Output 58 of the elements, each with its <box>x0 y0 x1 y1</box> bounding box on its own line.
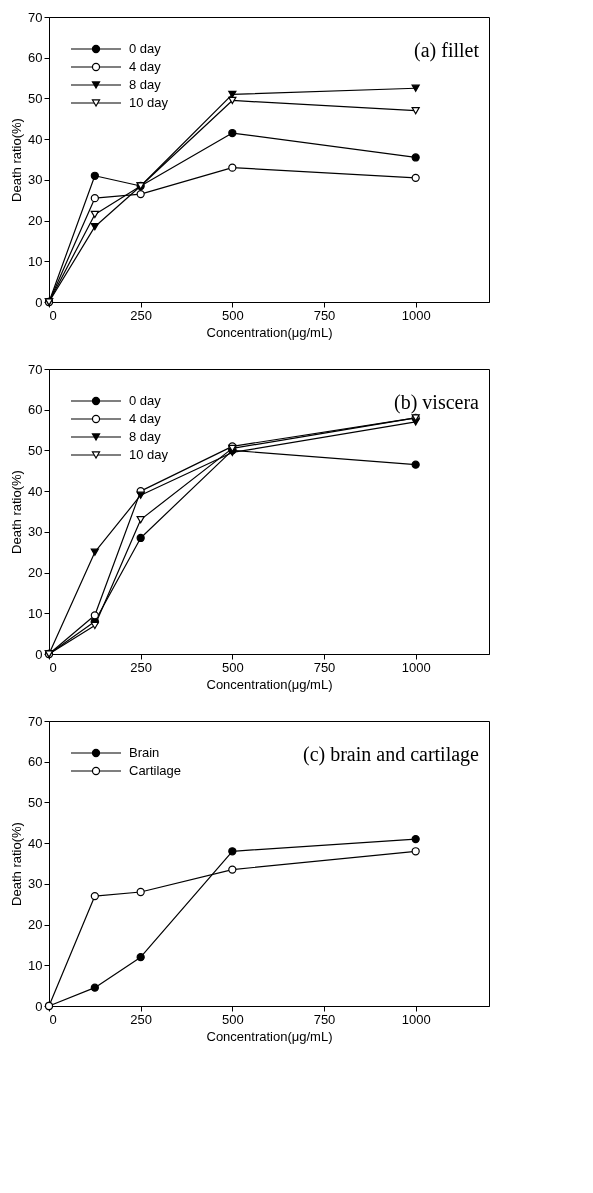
y-tick-label: 20 <box>28 213 43 229</box>
annotation: (c) brain and cartilage <box>302 743 480 766</box>
y-tick-label: 0 <box>35 294 43 310</box>
legend-label: 8 day <box>129 77 162 92</box>
y-tick-label: 10 <box>28 253 43 269</box>
y-tick-label: 70 <box>28 9 43 25</box>
y-axis-title: Death ratio(%) <box>9 822 25 906</box>
legend-label: 10 day <box>129 95 169 110</box>
y-tick-label: 10 <box>28 605 43 621</box>
legend-label: 10 day <box>129 447 169 462</box>
legend-label: 0 day <box>129 393 162 408</box>
x-tick-label: 0 <box>49 1011 57 1027</box>
y-tick-label: 60 <box>28 50 43 66</box>
y-tick-label: 0 <box>35 646 43 662</box>
x-tick-label: 500 <box>221 307 244 323</box>
y-tick-label: 70 <box>28 361 43 377</box>
x-tick-label: 0 <box>49 307 57 323</box>
y-tick-label: 0 <box>35 998 43 1014</box>
x-tick-label: 500 <box>221 659 244 675</box>
x-tick-label: 0 <box>49 659 57 675</box>
legend-label: 0 day <box>129 41 162 56</box>
x-axis-title: Concentration(μg/mL) <box>206 1028 333 1044</box>
y-tick-label: 50 <box>28 442 43 458</box>
legend-label: 8 day <box>129 429 162 444</box>
y-tick-label: 40 <box>28 131 43 147</box>
annotation: (a) fillet <box>414 39 480 62</box>
x-tick-label: 250 <box>130 659 153 675</box>
x-axis-title: Concentration(μg/mL) <box>206 676 333 692</box>
y-tick-label: 30 <box>28 172 43 188</box>
y-tick-label: 50 <box>28 90 43 106</box>
y-tick-label: 40 <box>28 483 43 499</box>
legend-label: 4 day <box>129 59 162 74</box>
y-tick-label: 30 <box>28 876 43 892</box>
y-axis-title: Death ratio(%) <box>9 118 25 202</box>
x-tick-label: 750 <box>313 659 336 675</box>
x-tick-label: 750 <box>313 307 336 323</box>
x-tick-label: 750 <box>313 1011 336 1027</box>
y-tick-label: 20 <box>28 565 43 581</box>
legend-label: Cartilage <box>129 763 182 778</box>
annotation: (b) viscera <box>394 391 480 414</box>
x-tick-label: 1000 <box>401 659 431 675</box>
x-tick-label: 250 <box>130 1011 153 1027</box>
y-tick-label: 10 <box>28 957 43 973</box>
y-tick-label: 60 <box>28 402 43 418</box>
y-tick-label: 20 <box>28 917 43 933</box>
legend-label: Brain <box>129 745 160 760</box>
y-tick-label: 40 <box>28 835 43 851</box>
x-tick-label: 1000 <box>401 307 431 323</box>
y-axis-title: Death ratio(%) <box>9 470 25 554</box>
x-tick-label: 250 <box>130 307 153 323</box>
y-tick-label: 30 <box>28 524 43 540</box>
legend-label: 4 day <box>129 411 162 426</box>
y-tick-label: 60 <box>28 754 43 770</box>
x-axis-title: Concentration(μg/mL) <box>206 324 333 340</box>
y-tick-label: 50 <box>28 794 43 810</box>
y-tick-label: 70 <box>28 713 43 729</box>
x-tick-label: 1000 <box>401 1011 431 1027</box>
x-tick-label: 500 <box>221 1011 244 1027</box>
